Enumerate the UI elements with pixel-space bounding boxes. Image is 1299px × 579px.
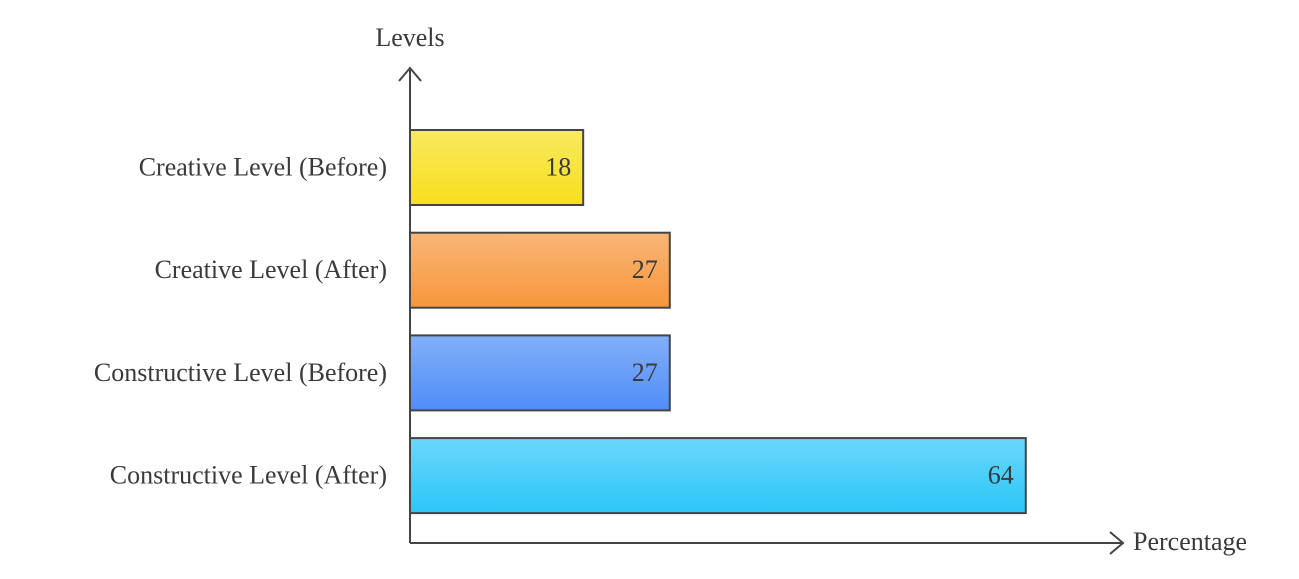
value-label: 27 (632, 358, 658, 387)
bar (409, 437, 1027, 515)
value-label: 64 (988, 461, 1014, 490)
y-tick-label: Creative Level (After) (155, 255, 387, 284)
y-tick-label: Constructive Level (Before) (94, 358, 387, 387)
y-axis-label: Levels (375, 23, 444, 52)
y-axis-arrow (398, 66, 422, 82)
x-axis-label: Percentage (1133, 527, 1247, 556)
y-tick-label: Constructive Level (After) (110, 461, 387, 490)
value-label: 18 (545, 152, 571, 181)
value-label: 27 (632, 255, 658, 284)
bar (409, 334, 671, 412)
bar (409, 129, 585, 206)
y-tick-label: Creative Level (Before) (139, 152, 387, 181)
x-axis-arrow (1109, 531, 1125, 555)
bar (409, 231, 671, 309)
